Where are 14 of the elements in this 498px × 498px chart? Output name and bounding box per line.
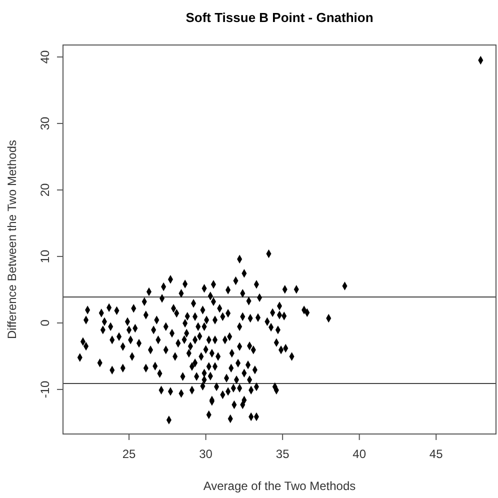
x-axis-title: Average of the Two Methods [203,479,356,493]
y-tick-label: -10 [38,380,52,398]
y-tick-label: 10 [38,249,52,264]
chart-title: Soft Tissue B Point - Gnathion [186,10,374,25]
y-tick-label: 0 [38,319,52,326]
x-tick-label: 30 [199,447,213,461]
x-tick-label: 35 [276,447,290,461]
y-tick-label: 40 [38,50,52,64]
x-tick-label: 45 [429,447,444,461]
y-tick-label: 20 [38,182,52,197]
y-axis-title: Difference Between the Two Methods [5,140,19,340]
x-tick-label: 25 [122,447,136,461]
y-tick-label: 30 [38,116,52,130]
x-tick-label: 40 [352,447,366,461]
